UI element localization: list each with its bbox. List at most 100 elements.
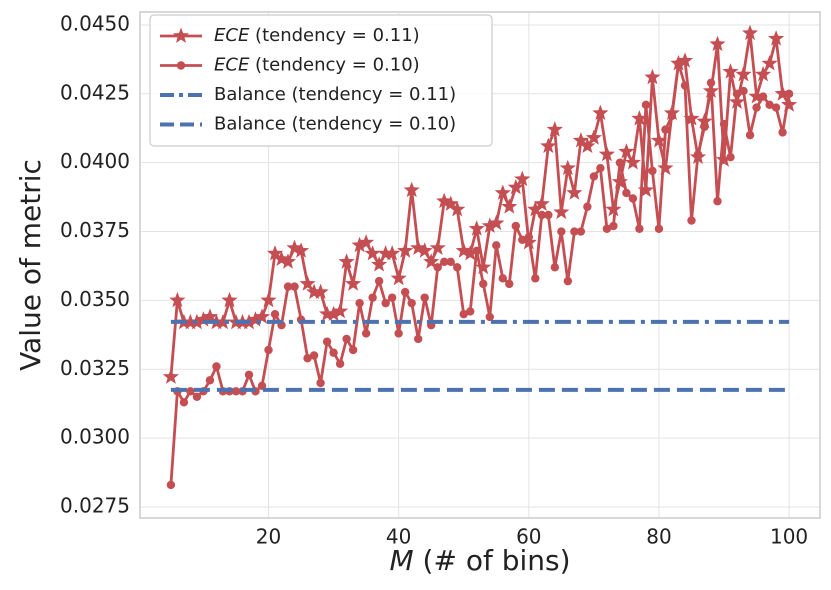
point-marker	[596, 163, 605, 173]
point-marker	[592, 104, 609, 120]
point-marker	[507, 179, 524, 195]
point-marker	[403, 181, 420, 198]
point-marker	[335, 359, 345, 368]
point-marker	[186, 387, 195, 396]
point-marker	[442, 195, 459, 211]
y-tick-label: 0.0450	[60, 11, 130, 35]
point-marker	[309, 351, 319, 360]
point-marker	[192, 392, 202, 402]
y-axis-label: Value of metric	[14, 159, 47, 371]
point-marker	[618, 143, 635, 159]
point-marker	[648, 166, 657, 176]
point-marker	[774, 85, 791, 101]
point-marker	[400, 287, 410, 297]
point-marker	[557, 227, 566, 236]
point-marker	[778, 128, 787, 137]
point-marker	[735, 66, 752, 82]
point-marker	[205, 376, 215, 385]
point-marker	[345, 275, 362, 291]
point-marker	[374, 276, 384, 286]
legend: ECE (tendency = 0.11) ECE (tendency = 0.1…	[149, 14, 493, 147]
point-marker	[674, 59, 683, 68]
y-tick-label: 0.0375	[60, 218, 130, 242]
x-tick-label: 80	[646, 525, 671, 549]
legend-label: Balance (tendency = 0.11)	[214, 84, 456, 105]
x-tick-label: 60	[516, 525, 541, 549]
point-marker	[214, 313, 232, 330]
point-marker	[544, 210, 553, 220]
point-marker	[605, 201, 622, 217]
point-marker	[559, 159, 576, 176]
point-marker	[182, 313, 199, 330]
point-marker	[162, 368, 179, 384]
series-line	[169, 31, 791, 378]
point-marker	[312, 283, 329, 299]
point-marker	[589, 172, 599, 181]
point-marker	[257, 381, 267, 390]
point-marker	[381, 298, 390, 308]
point-marker	[325, 305, 342, 321]
point-marker	[583, 202, 592, 211]
legend-marker	[176, 61, 186, 70]
point-marker	[466, 307, 475, 316]
point-marker	[563, 276, 573, 286]
point-marker	[410, 239, 427, 255]
point-marker	[709, 35, 726, 52]
point-marker	[550, 263, 560, 272]
point-marker	[390, 269, 407, 286]
point-marker	[771, 103, 781, 112]
point-marker	[676, 52, 694, 68]
point-marker	[683, 110, 700, 126]
point-marker	[436, 192, 453, 209]
point-marker	[657, 159, 674, 176]
point-marker	[264, 345, 273, 355]
point-marker	[667, 111, 677, 121]
point-marker	[631, 110, 648, 126]
point-marker	[453, 263, 462, 272]
point-marker	[719, 119, 729, 129]
x-tick-label: 100	[770, 525, 808, 549]
point-marker	[449, 201, 466, 217]
point-marker	[609, 221, 618, 231]
point-marker	[446, 257, 455, 267]
point-marker	[726, 152, 735, 162]
point-marker	[488, 214, 505, 231]
point-marker	[537, 210, 547, 220]
point-marker	[407, 298, 416, 308]
point-marker	[602, 224, 612, 233]
point-marker	[306, 283, 323, 299]
point-marker	[455, 242, 472, 258]
point-marker	[371, 256, 388, 272]
point-marker	[329, 348, 338, 357]
point-marker	[566, 184, 583, 200]
y-tick-label: 0.0400	[60, 149, 130, 173]
point-marker	[654, 224, 664, 233]
point-marker	[283, 282, 293, 291]
point-marker	[377, 245, 394, 261]
x-axis-label: M (# of bins)	[389, 544, 570, 577]
point-marker	[468, 220, 485, 236]
x-tick-label: 40	[386, 525, 411, 549]
point-marker	[212, 362, 221, 371]
point-marker	[768, 30, 785, 46]
point-marker	[533, 195, 550, 211]
point-marker	[481, 217, 498, 233]
legend-label: ECE (tendency = 0.11)	[214, 25, 420, 46]
point-marker	[501, 198, 518, 214]
point-marker	[579, 137, 596, 153]
point-marker	[351, 236, 368, 253]
point-marker	[518, 235, 527, 244]
point-marker	[745, 130, 755, 140]
x-tick-label: 20	[256, 525, 281, 549]
point-marker	[387, 293, 397, 302]
point-marker	[546, 121, 563, 137]
point-marker	[273, 250, 290, 266]
point-marker	[706, 78, 716, 87]
plot-area	[162, 24, 798, 490]
point-marker	[641, 100, 651, 110]
point-marker	[221, 291, 238, 308]
point-marker	[316, 378, 325, 388]
point-marker	[195, 311, 212, 327]
point-marker	[624, 154, 641, 170]
